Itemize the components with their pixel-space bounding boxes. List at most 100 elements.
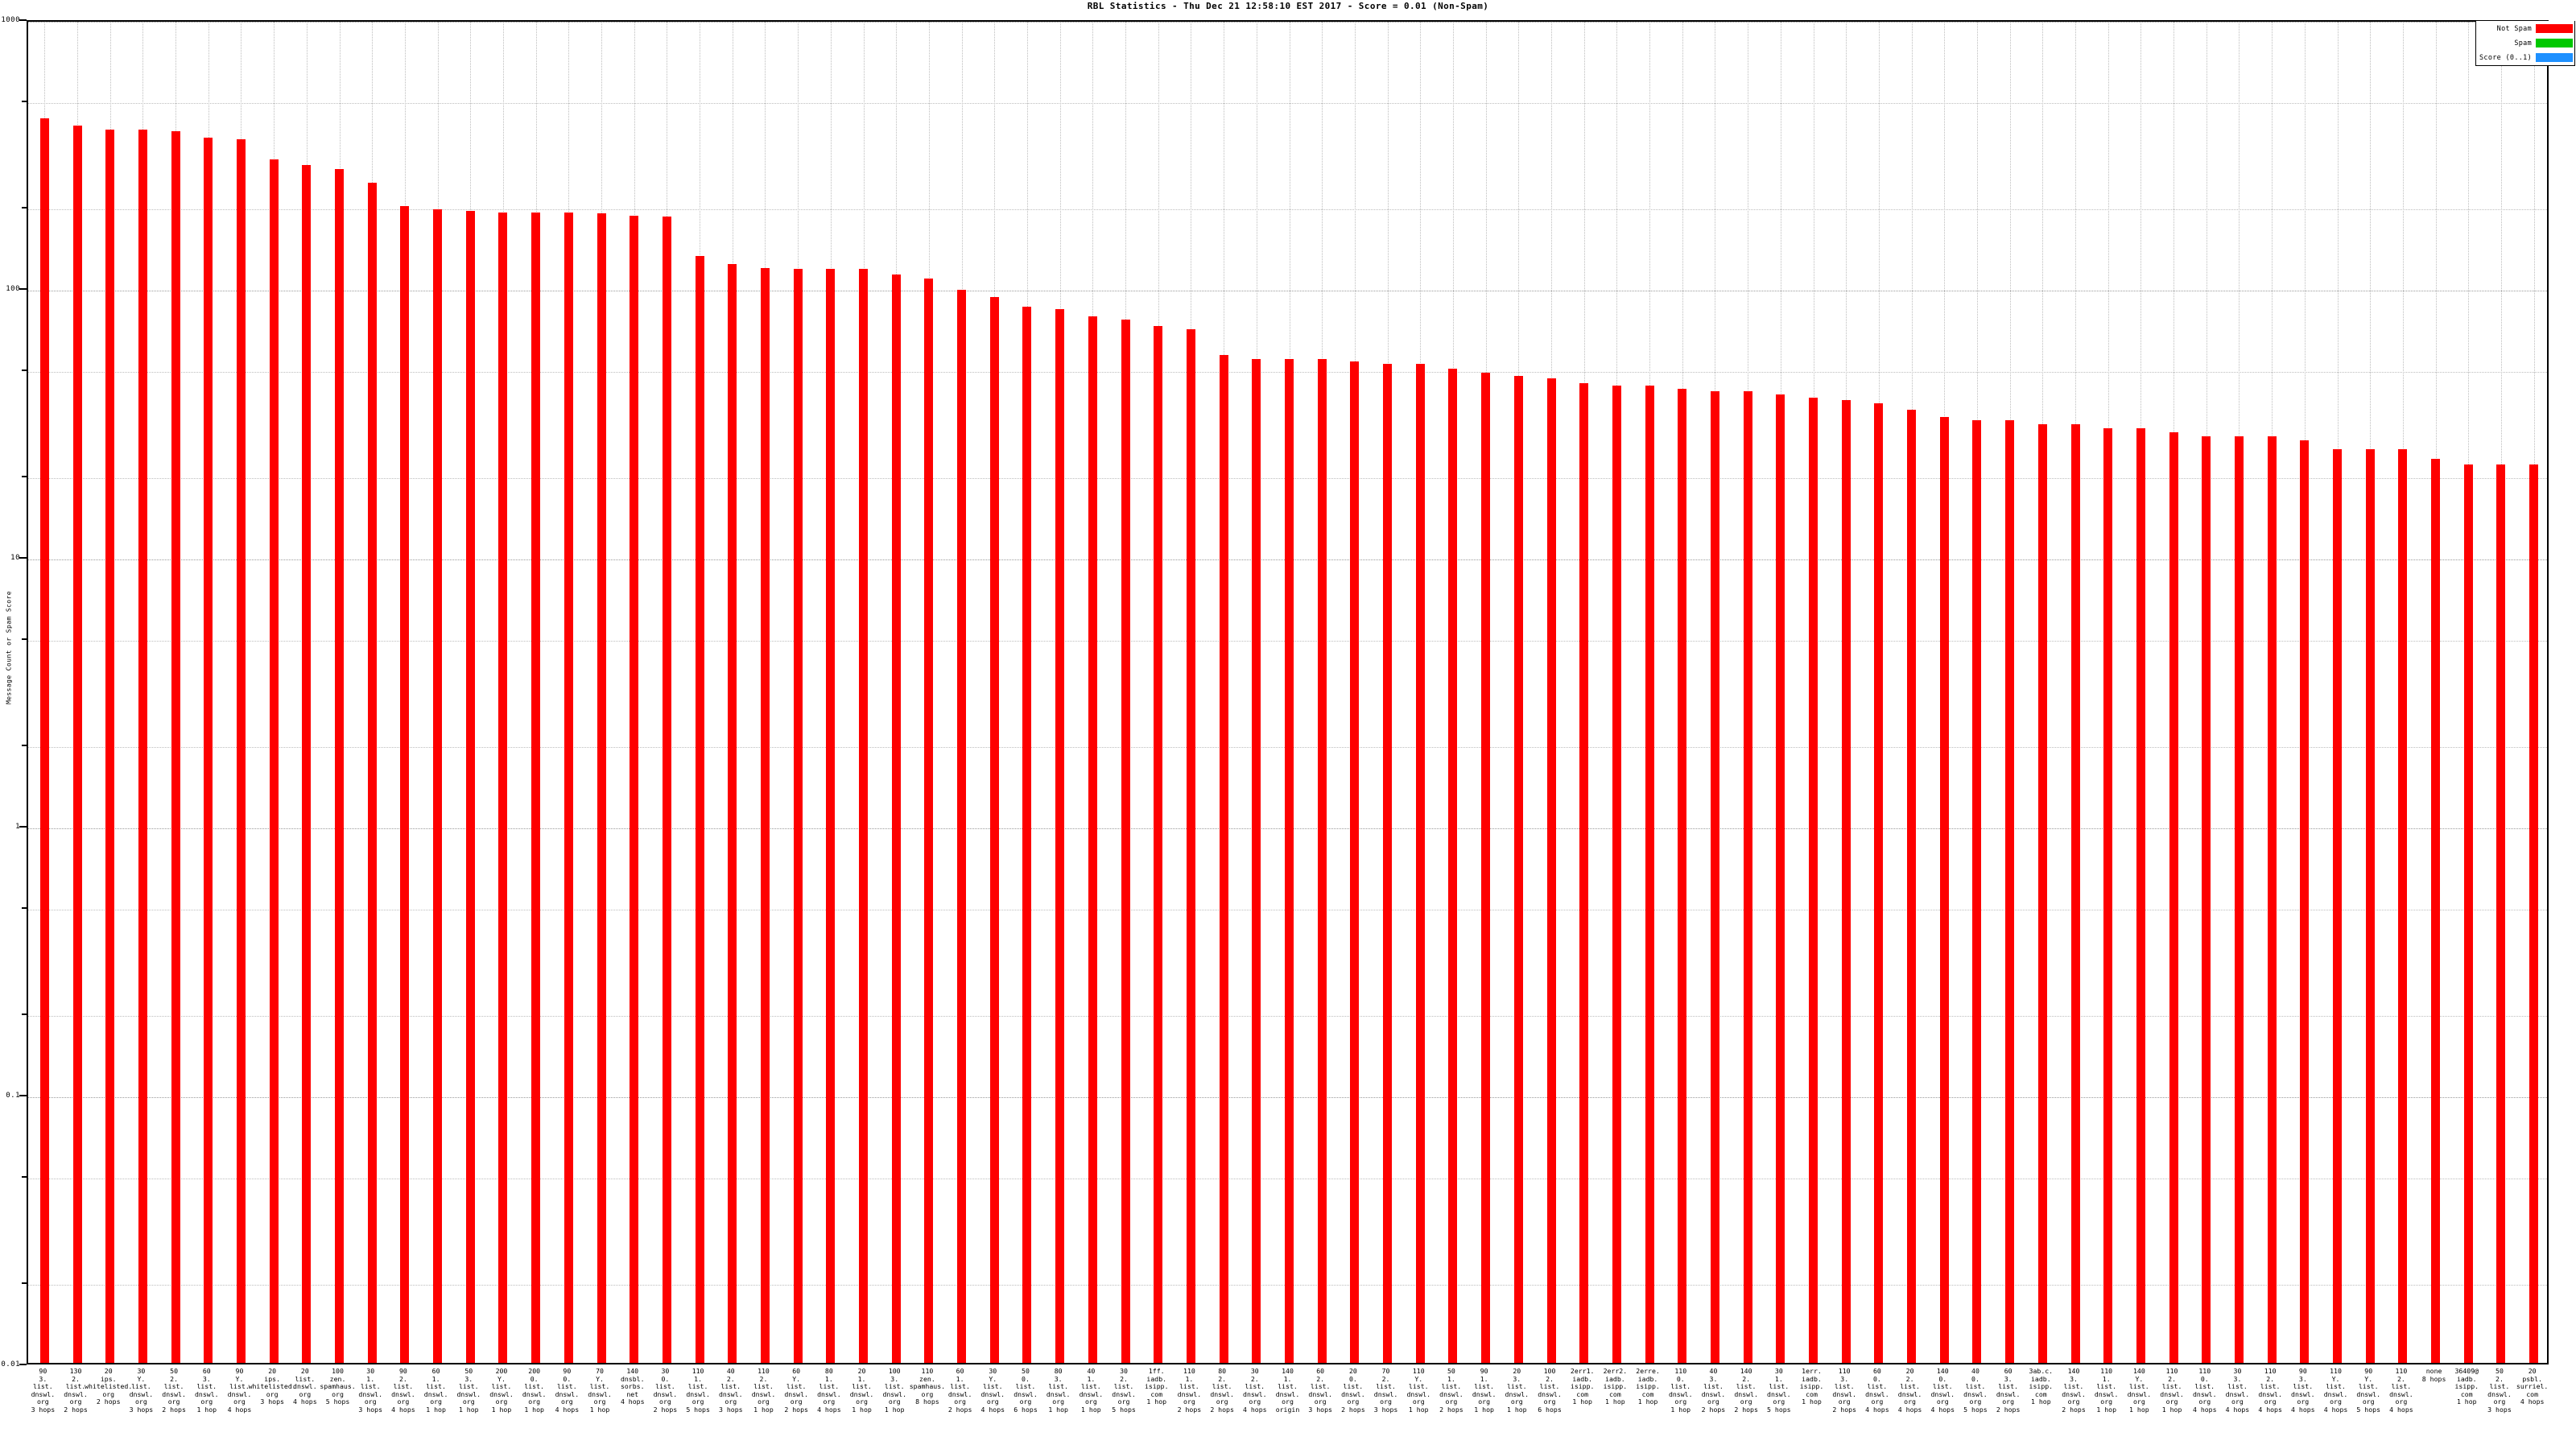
bar[interactable] — [1972, 420, 1982, 1363]
y-tick-mark — [22, 1282, 27, 1285]
bar[interactable] — [105, 130, 115, 1363]
bar[interactable] — [367, 183, 377, 1363]
x-tick-label: 70 2. list. dnswl. org 3 hops — [1373, 1367, 1398, 1414]
bar[interactable] — [1415, 363, 1425, 1363]
bars-layer — [28, 22, 2547, 1363]
bar[interactable] — [204, 138, 213, 1363]
bar[interactable] — [498, 212, 508, 1363]
bar[interactable] — [924, 278, 934, 1363]
bar[interactable] — [2463, 464, 2473, 1363]
bar[interactable] — [302, 165, 312, 1363]
bar[interactable] — [2234, 436, 2244, 1363]
bar[interactable] — [269, 159, 279, 1363]
bar[interactable] — [1383, 363, 1393, 1363]
bar[interactable] — [760, 268, 770, 1363]
bar[interactable] — [793, 269, 803, 1363]
bar[interactable] — [465, 211, 475, 1363]
y-tick-label: 1000 — [1, 16, 20, 24]
bar[interactable] — [400, 206, 410, 1363]
x-tick-label: 20 1. list. dnswl. org 1 hop — [849, 1367, 874, 1414]
x-tick-label: 110 2. list. dnswl. org 4 hops — [2389, 1367, 2413, 1414]
bar[interactable] — [1121, 319, 1130, 1363]
x-tick-label: 90 3. list. dnswl. org 4 hops — [2291, 1367, 2315, 1414]
bar[interactable] — [1252, 359, 1261, 1363]
bar[interactable] — [1219, 355, 1228, 1363]
bar[interactable] — [1874, 403, 1884, 1363]
bar[interactable] — [1088, 316, 1097, 1363]
bar[interactable] — [1154, 325, 1163, 1363]
bar[interactable] — [859, 269, 869, 1363]
y-axis-label: Message Count or Spam Score — [5, 591, 13, 704]
bar[interactable] — [891, 274, 901, 1363]
bar[interactable] — [1055, 309, 1065, 1363]
bar[interactable] — [1776, 394, 1785, 1363]
bar[interactable] — [2037, 423, 2047, 1363]
bar[interactable] — [1710, 391, 1719, 1363]
x-tick-label: 20 0. list. dnswl. org 2 hops — [1341, 1367, 1365, 1414]
bar[interactable] — [989, 297, 999, 1363]
bar[interactable] — [39, 118, 49, 1363]
bar[interactable] — [662, 216, 671, 1363]
bar[interactable] — [2398, 449, 2408, 1363]
bar[interactable] — [1022, 306, 1032, 1363]
bar[interactable] — [564, 212, 573, 1363]
x-tick-label: 50 2. list. dnswl. org 2 hops — [162, 1367, 186, 1414]
bar[interactable] — [695, 255, 704, 1363]
bar[interactable] — [138, 130, 147, 1363]
bar[interactable] — [1841, 400, 1851, 1363]
bar[interactable] — [1645, 386, 1654, 1363]
legend-label: Spam — [2514, 39, 2532, 47]
bar[interactable] — [957, 289, 967, 1363]
bar[interactable] — [1513, 375, 1523, 1363]
bar[interactable] — [1317, 359, 1327, 1363]
bar[interactable] — [728, 264, 737, 1363]
bar[interactable] — [1481, 373, 1491, 1363]
bar[interactable] — [1743, 391, 1752, 1363]
x-tick-label: 50 1. list. dnswl. org 2 hops — [1439, 1367, 1463, 1414]
y-tick-label: 10 — [10, 554, 20, 562]
bar[interactable] — [171, 131, 180, 1363]
bar[interactable] — [630, 215, 639, 1363]
bar[interactable] — [1907, 410, 1917, 1363]
bar[interactable] — [2136, 427, 2145, 1363]
bar[interactable] — [1612, 386, 1621, 1363]
bar[interactable] — [2365, 449, 2375, 1363]
legend-item[interactable]: Score (0..1) — [2479, 52, 2573, 63]
x-tick-label: 110 2. list. dnswl. org 4 hops — [2258, 1367, 2282, 1414]
bar[interactable] — [2333, 449, 2343, 1363]
legend-color-swatch — [2536, 53, 2573, 62]
bar[interactable] — [2529, 464, 2539, 1363]
bar[interactable] — [1186, 328, 1195, 1363]
bar[interactable] — [826, 269, 836, 1363]
bar[interactable] — [335, 169, 345, 1363]
bar[interactable] — [1350, 361, 1360, 1363]
bar[interactable] — [433, 209, 443, 1363]
y-tick-mark — [19, 826, 27, 828]
bar[interactable] — [2070, 423, 2080, 1363]
bar[interactable] — [1939, 416, 1949, 1363]
bar[interactable] — [2496, 464, 2506, 1363]
bar[interactable] — [72, 125, 82, 1363]
bar[interactable] — [236, 139, 246, 1363]
legend-item[interactable]: Spam — [2479, 38, 2573, 48]
legend-item[interactable]: Not Spam — [2479, 23, 2573, 34]
bar[interactable] — [1448, 368, 1458, 1363]
x-tick-label: 30 2. list. dnswl. org 4 hops — [1243, 1367, 1267, 1414]
bar[interactable] — [1285, 359, 1294, 1363]
bar[interactable] — [2103, 427, 2113, 1363]
bar[interactable] — [1579, 383, 1589, 1363]
bar[interactable] — [2202, 436, 2211, 1363]
bar[interactable] — [1678, 388, 1687, 1363]
bar[interactable] — [1809, 397, 1818, 1363]
bar[interactable] — [2300, 440, 2310, 1363]
bar[interactable] — [1546, 378, 1556, 1363]
bar[interactable] — [2169, 431, 2178, 1363]
bar[interactable] — [2005, 420, 2015, 1363]
x-tick-label: 60 3. list. dnswl. org 2 hops — [1996, 1367, 2021, 1414]
x-tick-label: 60 2. list. dnswl. org 3 hops — [1308, 1367, 1332, 1414]
y-tick-mark — [22, 1175, 27, 1178]
bar[interactable] — [2267, 436, 2277, 1363]
bar[interactable] — [2431, 459, 2441, 1363]
bar[interactable] — [597, 213, 606, 1363]
bar[interactable] — [531, 212, 541, 1363]
